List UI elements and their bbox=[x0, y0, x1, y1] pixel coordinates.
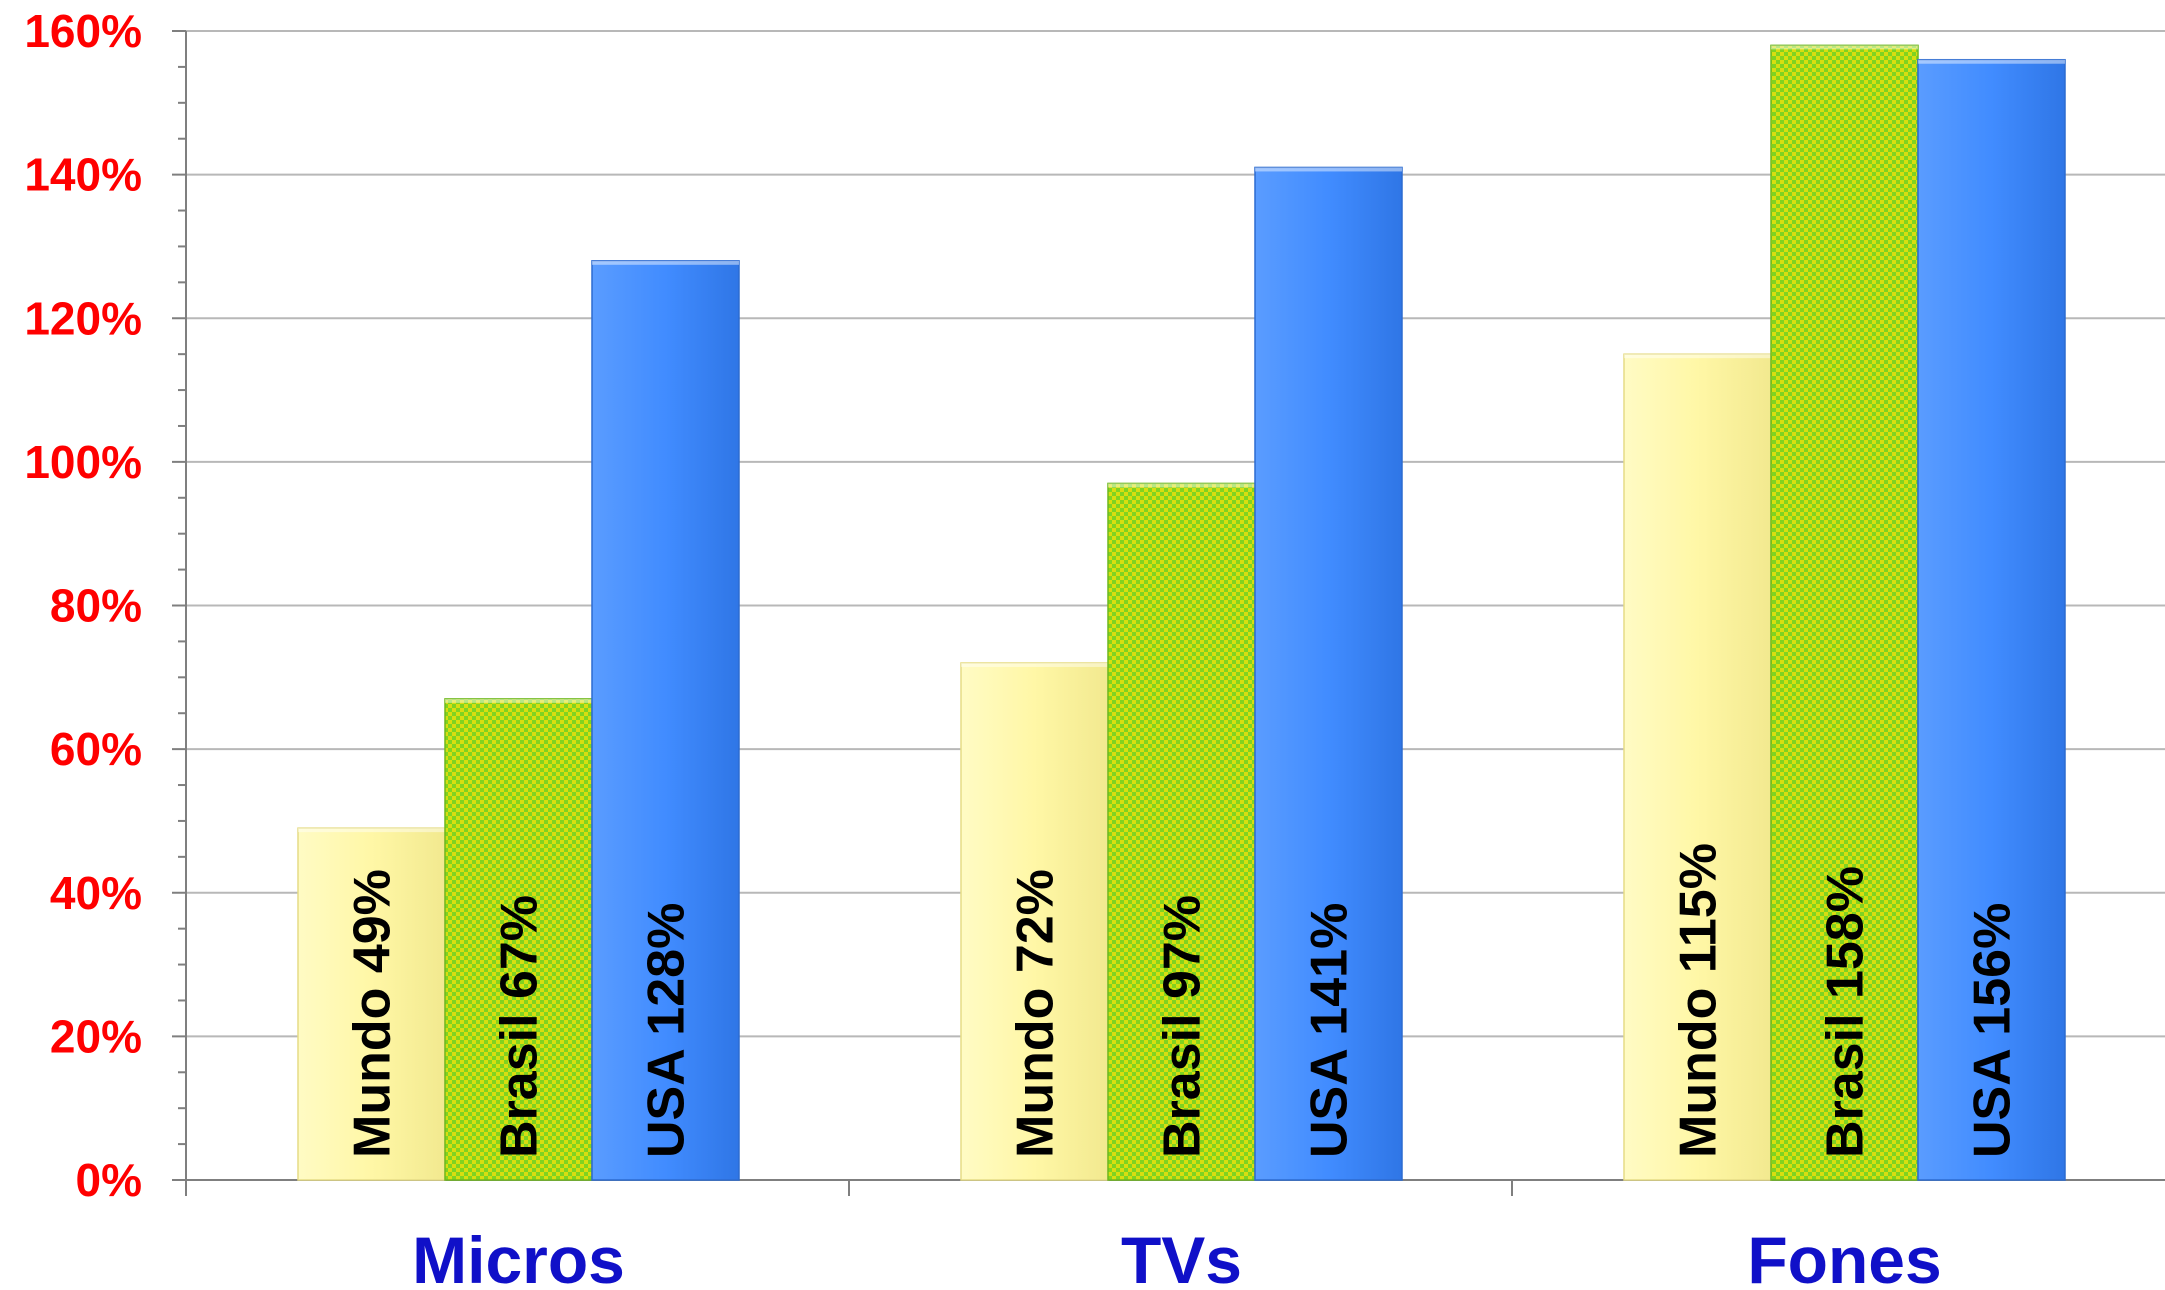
bar-label: Mundo 115% bbox=[1670, 843, 1728, 1158]
bar-usa-micros bbox=[591, 260, 740, 1181]
bar-label: Mundo 49% bbox=[344, 869, 402, 1158]
bar-highlight bbox=[592, 260, 739, 265]
y-tick-label: 160% bbox=[24, 5, 142, 57]
bar-mundo-micros bbox=[297, 827, 446, 1181]
y-tick-label: 60% bbox=[50, 723, 142, 775]
y-tick-label: 80% bbox=[50, 580, 142, 632]
category-label-fones: Fones bbox=[1747, 1223, 1941, 1290]
category-labels: Micros TVs Fones bbox=[412, 1223, 1942, 1290]
bar-usa-tvs bbox=[1254, 166, 1403, 1181]
y-tick-label: 40% bbox=[50, 867, 142, 919]
y-tick-label: 140% bbox=[24, 149, 142, 201]
bar-label: Brasil 158% bbox=[1817, 866, 1875, 1158]
bar-highlight bbox=[298, 828, 445, 833]
category-label-micros: Micros bbox=[412, 1223, 625, 1290]
bar-brasil-micros bbox=[444, 698, 593, 1181]
bar-label: Brasil 67% bbox=[491, 895, 549, 1158]
y-tick-label: 100% bbox=[24, 436, 142, 488]
bar-highlight bbox=[961, 662, 1108, 667]
bar-label: USA 156% bbox=[1964, 903, 2022, 1158]
bar-mundo-tvs bbox=[960, 662, 1109, 1181]
bar-highlight bbox=[1771, 45, 1918, 50]
y-tick-label: 120% bbox=[24, 292, 142, 344]
bar-mundo-fones bbox=[1623, 353, 1772, 1181]
bar-brasil-fones bbox=[1770, 44, 1919, 1181]
bars bbox=[297, 44, 2066, 1181]
bar-label: Mundo 72% bbox=[1007, 869, 1065, 1158]
y-tick-label: 20% bbox=[50, 1010, 142, 1062]
bar-labels: Mundo 49% Brasil 67% USA 128% Mundo 72% Bras… bbox=[344, 843, 2022, 1158]
y-tick-label: 0% bbox=[76, 1154, 142, 1206]
bar-highlight bbox=[1624, 354, 1771, 359]
bar-label: Brasil 97% bbox=[1154, 895, 1212, 1158]
category-label-tvs: TVs bbox=[1121, 1223, 1242, 1290]
bar-highlight bbox=[445, 698, 592, 703]
bar-highlight bbox=[1255, 167, 1402, 172]
bar-label: USA 141% bbox=[1301, 903, 1359, 1158]
bar-label: USA 128% bbox=[638, 903, 696, 1158]
bar-highlight bbox=[1918, 59, 2065, 64]
bar-highlight bbox=[1108, 483, 1255, 488]
y-tick-labels: 0% 20% 40% 60% 80% 100% 120% 140% 160% bbox=[24, 5, 142, 1206]
bar-usa-fones bbox=[1917, 58, 2066, 1181]
